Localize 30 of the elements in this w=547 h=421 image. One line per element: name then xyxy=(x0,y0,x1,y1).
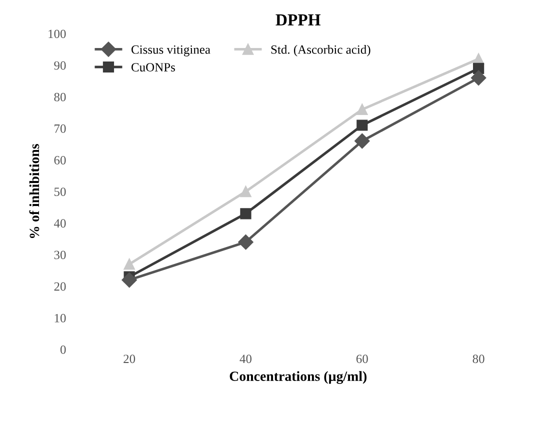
y-tick-label: 40 xyxy=(54,219,66,228)
y-axis-title: % of inhibitions xyxy=(29,144,40,238)
y-tick-label: 50 xyxy=(54,188,66,196)
chart-title: DPPH xyxy=(276,14,321,26)
y-tick-label: 10 xyxy=(54,314,66,322)
y-tick-label: 30 xyxy=(54,250,66,260)
point xyxy=(124,258,135,270)
x-tick-label: 80 xyxy=(472,354,484,364)
point xyxy=(240,186,252,198)
y-tick-label: 80 xyxy=(54,92,66,102)
legend-label: Cissus vitiginea xyxy=(131,45,210,56)
x-tick-label: 20 xyxy=(124,354,136,364)
x-tick-label: 40 xyxy=(240,354,252,364)
x-tick-label: 60 xyxy=(356,354,368,364)
y-tick-label: 70 xyxy=(54,124,66,133)
point xyxy=(470,70,486,86)
y-tick-label: 20 xyxy=(54,282,66,291)
y-tick-label: 90 xyxy=(54,61,66,70)
x-axis-title: Concentrations (µg/ml) xyxy=(230,371,367,384)
point xyxy=(238,234,254,250)
y-tick-label: 60 xyxy=(54,156,66,164)
legend-label: Std. (Ascorbic acid) xyxy=(271,45,370,56)
point xyxy=(356,104,368,116)
y-tick-label: 0 xyxy=(60,345,66,354)
point xyxy=(356,120,368,131)
point xyxy=(240,208,252,220)
legend-label: CuONPs xyxy=(131,63,175,72)
point xyxy=(122,272,137,288)
point xyxy=(354,133,370,149)
y-tick-label: 100 xyxy=(48,30,66,38)
